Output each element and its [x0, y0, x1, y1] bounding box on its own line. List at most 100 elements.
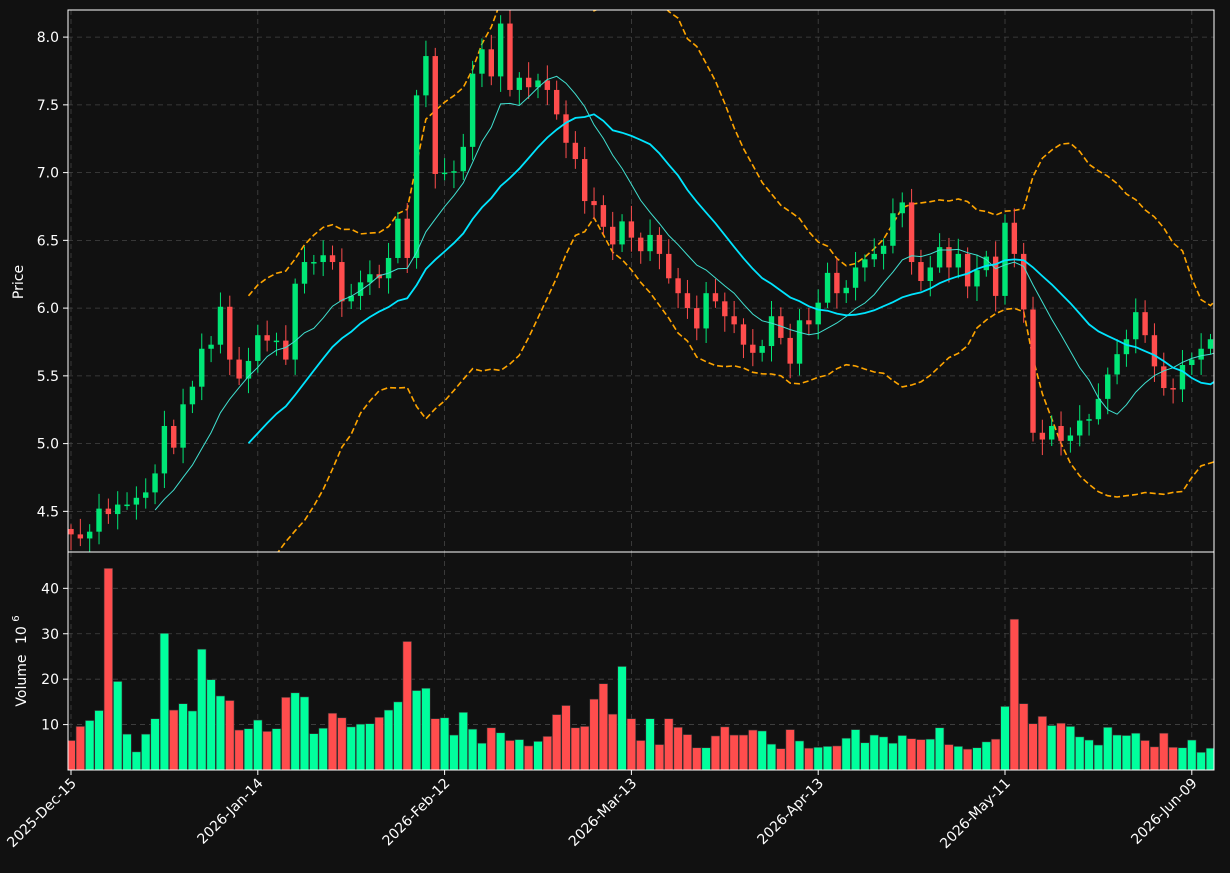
candle-body — [152, 473, 158, 493]
volume-y-tick-label: 30 — [41, 627, 59, 643]
volume-bar — [692, 747, 702, 770]
volume-bar — [113, 681, 123, 770]
volume-bar — [421, 687, 431, 770]
candle-body — [339, 262, 345, 302]
volume-bar — [580, 726, 590, 770]
volume-bar — [869, 734, 879, 770]
volume-frame — [67, 551, 1215, 771]
candle-body — [535, 80, 541, 88]
volume-bar — [897, 735, 907, 770]
volume-bar — [468, 728, 478, 770]
volume-y-tick-label: 20 — [41, 672, 59, 688]
candle-body — [105, 508, 112, 515]
candle-body — [1189, 359, 1195, 366]
volume-bar — [187, 710, 198, 770]
volume-bar — [122, 733, 132, 770]
candle-body — [133, 497, 140, 505]
volume-bar — [552, 714, 562, 770]
volume-bar — [1047, 725, 1057, 770]
volume-bar — [346, 726, 356, 770]
candle-body — [161, 425, 168, 474]
volume-bar — [1037, 716, 1047, 770]
volume-bar — [972, 747, 982, 770]
volume-bar — [355, 723, 366, 770]
volume-bar — [290, 692, 300, 770]
candle-body — [451, 171, 457, 173]
volume-bar — [701, 747, 711, 770]
candle-body — [610, 226, 616, 245]
price-y-tick-label: 7.0 — [37, 166, 59, 182]
bollinger-lower-line — [277, 216, 1214, 552]
candle-body — [955, 253, 961, 268]
volume-bar — [841, 737, 851, 770]
candle-body — [834, 272, 840, 294]
candle-body — [1067, 435, 1074, 441]
volume-bar — [150, 718, 160, 770]
volume-bar — [785, 729, 795, 770]
bollinger-bands — [247, 10, 1214, 552]
volume-bar — [131, 751, 141, 770]
volume-bar — [94, 710, 104, 770]
candle-body — [385, 257, 392, 279]
volume-bar — [1149, 746, 1160, 770]
volume-bar — [1000, 706, 1010, 770]
bollinger-upper-line — [247, 10, 1214, 307]
volume-bar — [197, 648, 207, 770]
volume-bar — [486, 727, 496, 770]
candle-body — [96, 508, 102, 532]
candle-body — [862, 259, 868, 268]
candle-body — [1049, 425, 1055, 440]
volume-bar — [524, 745, 534, 770]
candle-body — [264, 335, 270, 341]
candle-body — [479, 49, 485, 74]
candle-body — [1123, 339, 1130, 355]
volume-bar — [243, 728, 254, 770]
candle-body — [423, 56, 429, 96]
volume-bar — [813, 746, 823, 770]
candle-body — [908, 202, 915, 263]
volume-bar — [496, 732, 506, 770]
candle-body — [628, 221, 635, 238]
volume-bar — [850, 729, 861, 770]
volume-bar — [430, 718, 440, 770]
candle-body — [750, 344, 756, 353]
candle-body — [329, 255, 336, 263]
volume-bar — [1168, 746, 1178, 770]
candle-body — [301, 262, 308, 284]
volume-axis-label: Volume 10 6 — [11, 615, 30, 706]
candle-body — [1095, 398, 1102, 420]
candle-body — [787, 337, 793, 364]
volume-bar — [963, 748, 973, 770]
volume-bar — [664, 718, 674, 770]
volume-bar — [1056, 722, 1066, 770]
volume-bar — [906, 738, 917, 770]
volume-bar — [626, 718, 636, 770]
volume-bar — [1065, 726, 1075, 770]
volume-bar — [738, 734, 749, 770]
candle-body — [591, 201, 597, 206]
volume-bar — [337, 717, 347, 770]
candle-body — [843, 287, 849, 294]
candle-body — [1030, 309, 1036, 433]
candle-body — [1179, 365, 1186, 390]
moving-averages — [154, 75, 1214, 511]
candle-body — [469, 73, 476, 147]
candle-body — [936, 247, 943, 268]
candle-body — [86, 531, 93, 539]
candle-body — [255, 335, 261, 361]
volume-bar — [458, 712, 468, 770]
volume-bar — [215, 695, 226, 770]
volume-bar — [794, 740, 805, 770]
volume-bar — [1112, 734, 1122, 770]
candle-body — [899, 202, 905, 214]
candle-body — [815, 302, 821, 325]
candle-body — [395, 218, 401, 258]
candle-body — [460, 146, 466, 172]
volume-bar — [776, 748, 786, 770]
candle-body — [1039, 432, 1046, 440]
volume-bar — [1103, 727, 1113, 770]
volume-bar — [1121, 735, 1132, 770]
candle-body — [638, 237, 644, 252]
volume-bar — [169, 709, 179, 770]
candle-body — [1142, 312, 1148, 336]
